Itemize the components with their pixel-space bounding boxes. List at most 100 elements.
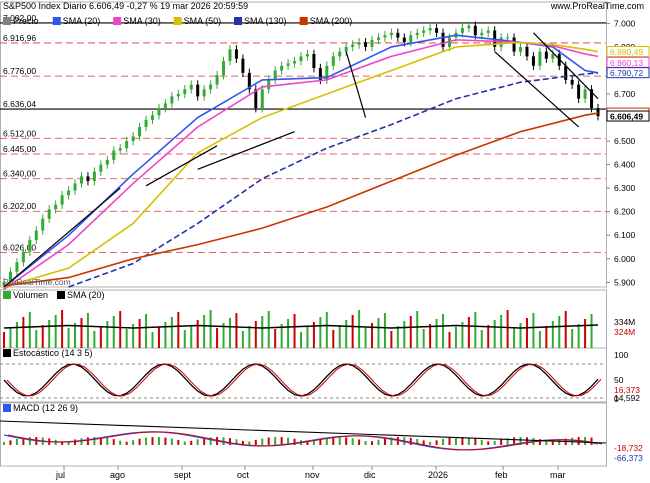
candle-body — [215, 75, 219, 85]
trend-line — [345, 51, 367, 118]
volume-bar — [474, 312, 477, 348]
value-tag-text: 6.790,72 — [610, 68, 643, 78]
x-tick-label: ago — [110, 470, 125, 480]
volume-bar — [248, 326, 251, 348]
candle-body — [47, 209, 51, 219]
volume-bar — [293, 314, 296, 348]
series-line-sma-30- — [3, 39, 599, 291]
volume-bar — [15, 322, 18, 348]
candle-body — [112, 150, 116, 160]
left-level-label: 6.445,00 — [3, 144, 36, 154]
candle-body — [415, 32, 419, 36]
volume-bar — [338, 325, 341, 348]
macd-histogram-bar — [558, 440, 561, 445]
volume-bar — [467, 317, 470, 348]
macd-histogram-bar — [170, 438, 173, 445]
volume-bar — [584, 319, 587, 348]
volume-bar — [409, 316, 412, 348]
trend-line — [197, 131, 295, 170]
volume-bar — [396, 326, 399, 348]
candle-body — [273, 70, 277, 80]
volume-bar — [351, 315, 354, 348]
volume-bar — [183, 330, 186, 348]
macd-histogram-bar — [435, 440, 438, 445]
volume-bar — [280, 324, 283, 348]
macd-histogram-bar — [448, 437, 451, 445]
candle-body — [389, 32, 393, 36]
candle-body — [73, 183, 77, 191]
macd-histogram-bar — [138, 438, 141, 445]
legend-label: Precio — [13, 16, 39, 26]
volume-bar — [132, 324, 135, 348]
volume-bar — [383, 313, 386, 348]
legend-label: Estocástico (14 3 5) — [13, 348, 93, 358]
macd-histogram-bar — [80, 438, 83, 445]
candle-body — [170, 96, 174, 104]
macd-histogram-bar — [429, 441, 432, 445]
legend-label: SMA (50) — [184, 16, 222, 26]
series-line-sma-50- — [3, 41, 599, 288]
x-tick-label: sept — [174, 470, 192, 480]
volume-bar — [345, 320, 348, 348]
volume-bar — [170, 317, 173, 348]
candle-body — [60, 195, 64, 205]
candle-body — [357, 42, 361, 45]
candle-body — [331, 56, 335, 66]
candle-body — [222, 61, 226, 76]
chart-title: S&P500 Index Diario 6.606,49 -0,27 % 19 … — [3, 1, 249, 11]
series-line-sma-130- — [68, 72, 599, 288]
stoch-value: 14,592 — [614, 393, 640, 403]
macd-histogram-bar — [209, 437, 212, 445]
macd-histogram-bar — [422, 440, 425, 445]
candle-body — [338, 51, 342, 57]
volume-bar — [506, 310, 509, 348]
macd-value: -66,373 — [614, 453, 643, 463]
macd-histogram-bar — [254, 439, 257, 445]
stoch-tick-label: 100 — [614, 350, 628, 360]
candle-body — [428, 28, 432, 31]
volume-bar — [67, 328, 70, 348]
macd-histogram-bar — [125, 441, 128, 445]
macd-histogram-bar — [519, 437, 522, 445]
macd-histogram-bar — [106, 437, 109, 445]
macd-histogram-bar — [145, 437, 148, 445]
macd-trend-line — [0, 420, 607, 444]
volume-bar — [525, 318, 528, 348]
candle-body — [34, 230, 38, 240]
value-tag-text: 6.606,49 — [610, 112, 643, 122]
candle-body — [151, 115, 154, 120]
macd-histogram-bar — [442, 438, 445, 445]
macd-histogram-bar — [590, 437, 593, 445]
candle-body — [325, 65, 329, 80]
candle-body — [2, 282, 6, 286]
trend-line — [533, 32, 599, 100]
candle-body — [376, 37, 380, 40]
macd-histogram-bar — [241, 440, 244, 445]
volume-bar — [319, 317, 322, 348]
volume-bar — [558, 316, 561, 348]
candle-body — [506, 37, 510, 39]
value-tag — [606, 110, 650, 122]
candle-body — [299, 56, 303, 62]
macd-histogram-bar — [274, 437, 277, 445]
volume-bar — [216, 328, 219, 348]
stoch-tick-label: 0 — [614, 394, 619, 404]
volume-bar — [358, 310, 361, 348]
candle-body — [176, 94, 180, 97]
candle-body — [138, 126, 142, 137]
candle-body — [351, 44, 355, 47]
macd-histogram-bar — [312, 440, 315, 445]
candle-body — [234, 49, 238, 59]
brand-link[interactable]: www.ProRealTime.com — [550, 1, 644, 11]
candle-body — [473, 25, 477, 36]
candle-body — [54, 204, 58, 210]
candle-body — [144, 119, 148, 127]
macd-histogram-bar — [513, 437, 516, 445]
candle-body — [254, 89, 258, 109]
y-tick-label: 7.000 — [614, 18, 636, 28]
candle-body — [280, 65, 284, 71]
volume-bar — [500, 315, 503, 348]
volume-sma-swatch — [57, 291, 65, 299]
y-tick-label: 6.300 — [614, 183, 636, 193]
macd-histogram-bar — [467, 437, 470, 445]
